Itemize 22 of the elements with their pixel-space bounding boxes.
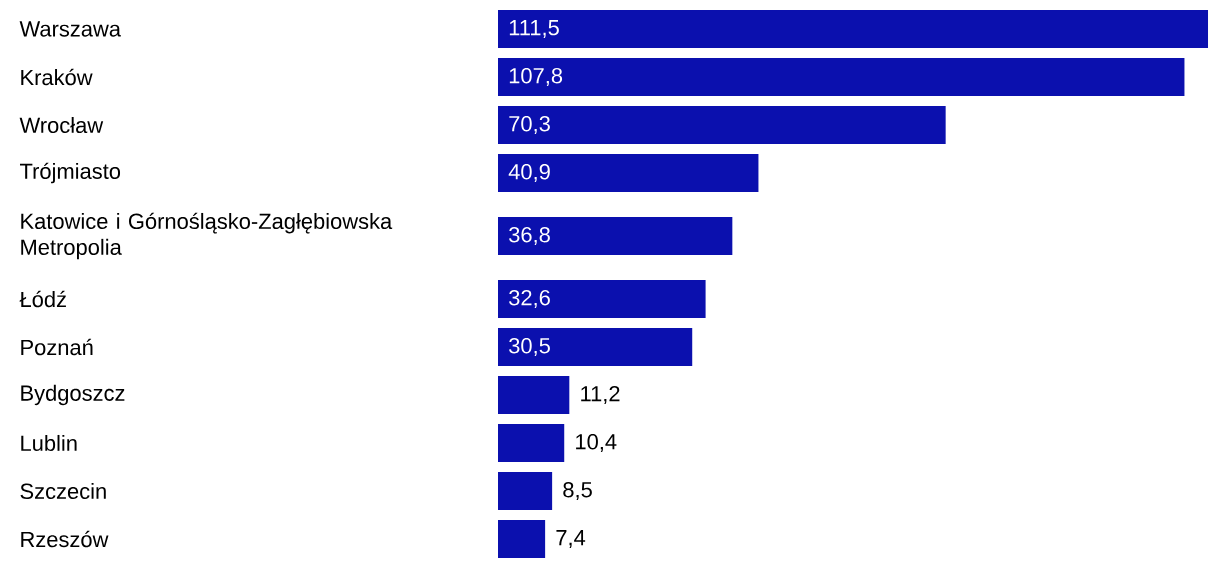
y-tick-label: Kraków bbox=[21, 68, 93, 86]
y-tick-label: Poznań bbox=[21, 338, 93, 356]
y-tick-label: Lublin bbox=[21, 434, 77, 452]
y-tick-label: Wrocław bbox=[19, 116, 104, 134]
data-label: 7,4 bbox=[556, 530, 586, 548]
data-label: 70,3 bbox=[509, 115, 550, 135]
data-label: 40,9 bbox=[508, 163, 550, 183]
data-label: 107,8 bbox=[509, 67, 563, 87]
y-tick-label: Katowice i Górnośląsko-Zagłębiowska Metropolia bbox=[21, 212, 393, 260]
y-tick-label: Warszawa bbox=[19, 21, 121, 37]
y-tick-label: Rzeszów bbox=[21, 530, 109, 548]
data-label: 30,5 bbox=[509, 337, 550, 357]
y-tick-label: Bydgoszcz bbox=[21, 384, 125, 406]
data-label: 111,5 bbox=[509, 20, 559, 38]
y-tick-label: Szczecin bbox=[20, 482, 106, 500]
data-label: 10,4 bbox=[576, 433, 617, 453]
data-label: 36,8 bbox=[509, 226, 550, 246]
y-tick-label: Trójmiasto bbox=[20, 162, 121, 184]
data-label: 8,5 bbox=[563, 481, 592, 501]
data-label: 11,2 bbox=[581, 385, 620, 405]
y-tick-label: Łódź bbox=[19, 290, 66, 308]
data-label: 32,6 bbox=[509, 289, 550, 309]
